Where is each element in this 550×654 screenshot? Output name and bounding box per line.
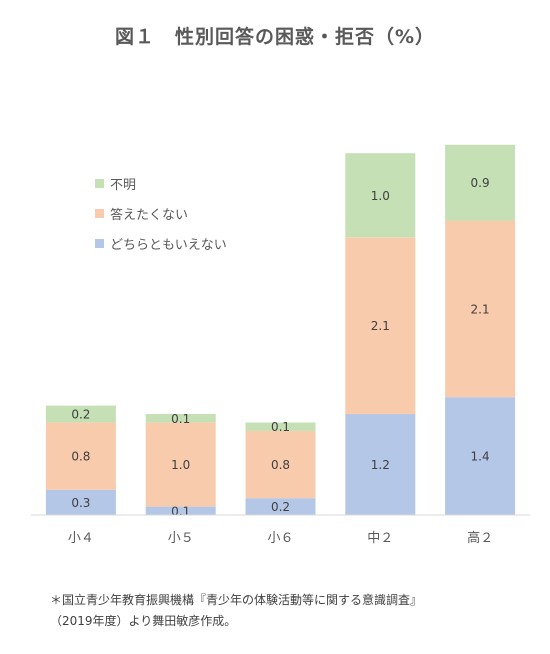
source-line-1: ＊国立青少年教育振興機構『青少年の体験活動等に関する意識調査』 — [50, 593, 423, 607]
bar-segment-2-1 — [245, 430, 316, 499]
legend-swatch-neither — [95, 238, 104, 248]
source-note: ＊国立青少年教育振興機構『青少年の体験活動等に関する意識調査』 （2019年度）… — [50, 590, 422, 632]
bar-segment-3-1 — [345, 237, 416, 415]
x-tick-label-2: 小６ — [267, 531, 293, 546]
x-tick-label-1: 小５ — [168, 531, 194, 546]
chart-title: 図１ 性別回答の困惑・拒否（%） — [114, 26, 436, 48]
bar-segment-0-1 — [45, 422, 116, 490]
x-tick-label-4: 高２ — [467, 530, 493, 546]
data-label-2-0: 0.2 — [271, 500, 290, 514]
data-label-2-2: 0.1 — [271, 420, 290, 434]
legend-swatch-unknown — [95, 178, 104, 188]
data-label-0-1: 0.8 — [71, 450, 90, 464]
bar-segment-4-1 — [445, 220, 516, 398]
legend-item-unknown: 不明 — [95, 168, 227, 198]
data-label-3-1: 2.1 — [371, 319, 390, 333]
data-label-1-2: 0.1 — [171, 412, 190, 426]
legend: 不明 答えたくない どちらともいえない — [95, 168, 227, 258]
bar-segment-0-2 — [45, 405, 116, 423]
data-label-2-1: 0.8 — [271, 458, 290, 472]
data-label-4-1: 2.1 — [471, 302, 490, 316]
bar-segment-4-0 — [445, 397, 516, 515]
data-label-4-0: 1.4 — [471, 450, 490, 464]
bar-segment-4-2 — [445, 144, 516, 221]
source-line-2: （2019年度）より舞田敏彦作成。 — [50, 614, 237, 628]
data-label-4-2: 0.9 — [471, 176, 490, 190]
bar-segment-1-0 — [145, 506, 216, 515]
data-label-3-2: 1.0 — [371, 189, 390, 203]
x-tick-label-0: 小４ — [68, 531, 94, 546]
legend-label-neither: どちらともいえない — [110, 237, 227, 253]
bar-segment-3-2 — [345, 153, 416, 238]
legend-label-prefer-not: 答えたくない — [110, 207, 189, 223]
bar-segment-1-1 — [145, 422, 216, 507]
legend-item-prefer-not: 答えたくない — [95, 198, 227, 228]
bar-segment-3-0 — [345, 414, 416, 515]
data-label-3-0: 1.2 — [371, 458, 390, 472]
legend-label-unknown: 不明 — [110, 177, 137, 193]
data-label-1-1: 1.0 — [171, 458, 190, 472]
x-tick-label-3: 中２ — [367, 531, 393, 546]
bar-segment-2-2 — [245, 422, 316, 431]
data-label-0-2: 0.2 — [71, 408, 90, 422]
data-label-0-0: 0.3 — [71, 496, 90, 510]
bar-segment-0-0 — [45, 489, 116, 515]
bar-segment-2-0 — [245, 498, 316, 515]
legend-swatch-prefer-not — [95, 208, 104, 218]
legend-item-neither: どちらともいえない — [95, 228, 227, 258]
bar-segment-1-2 — [145, 414, 216, 423]
